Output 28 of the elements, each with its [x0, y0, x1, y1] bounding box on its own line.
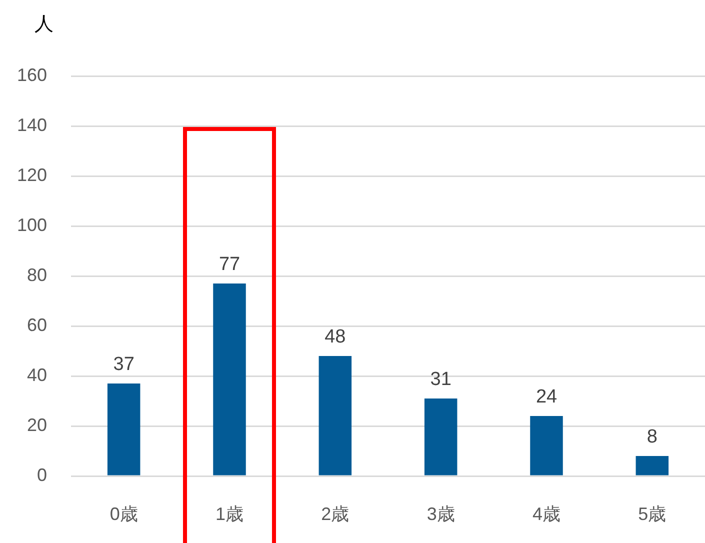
- y-tick-label: 40: [26, 364, 47, 385]
- bar: [213, 284, 246, 476]
- bar: [424, 398, 458, 476]
- bar: [107, 384, 140, 476]
- x-tick-label: 2歳: [321, 504, 350, 524]
- x-tick-label: 1歳: [215, 504, 244, 524]
- x-tick-label: 0歳: [110, 504, 138, 524]
- y-tick-label: 20: [26, 414, 47, 435]
- y-tick-label: 60: [26, 314, 47, 335]
- y-tick-label: 80: [26, 264, 47, 285]
- y-tick-label: 140: [16, 114, 47, 135]
- y-tick-label: 0: [36, 464, 47, 485]
- x-tick-label: 5歳: [638, 504, 666, 524]
- y-axis-title: 人: [34, 14, 54, 36]
- data-label: 8: [646, 426, 658, 448]
- data-label: 37: [113, 354, 134, 376]
- data-label: 77: [218, 254, 240, 276]
- data-label: 24: [536, 386, 558, 408]
- x-tick-label: 3歳: [426, 504, 455, 524]
- data-label: 48: [324, 326, 346, 348]
- y-tick-label: 100: [16, 214, 47, 235]
- bar: [318, 356, 352, 476]
- x-tick-label: 4歳: [532, 504, 561, 524]
- y-tick-label: 160: [16, 64, 47, 85]
- bar: [530, 416, 563, 476]
- data-label: 31: [430, 369, 452, 390]
- y-tick-label: 120: [16, 164, 47, 185]
- bar: [636, 456, 669, 476]
